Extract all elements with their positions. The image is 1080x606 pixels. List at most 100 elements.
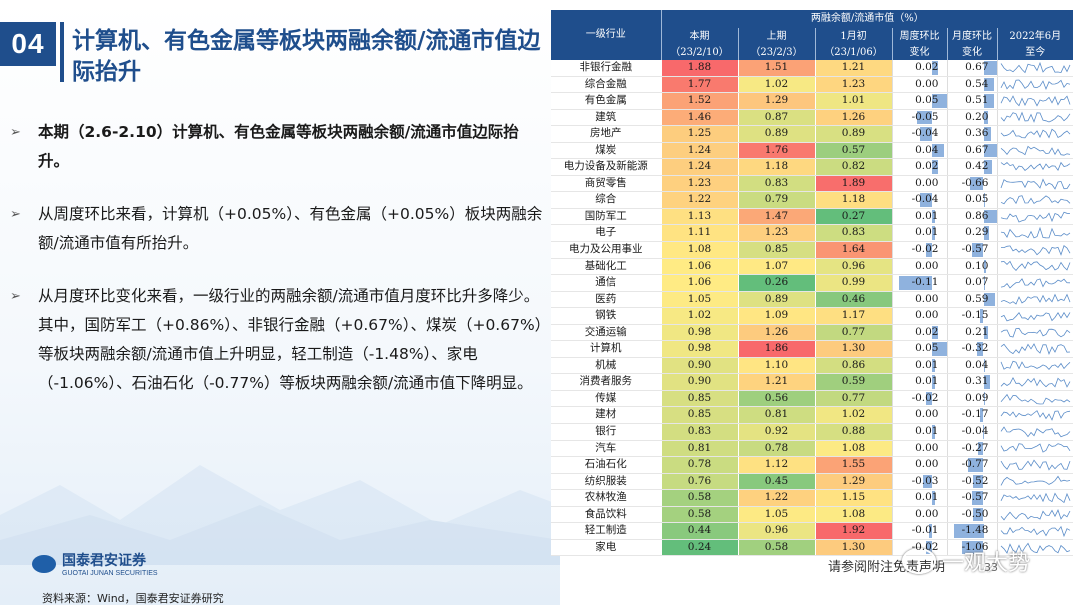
value-prev: 1.23: [737, 224, 815, 243]
value-jan: 1.17: [814, 307, 892, 325]
month-change-cell: 0.67: [946, 142, 997, 160]
data-bar: [983, 110, 988, 125]
value-cur: 0.90: [660, 357, 738, 375]
trend-sparkline: [996, 208, 1074, 226]
value-prev: 0.89: [737, 291, 815, 309]
company-logo: 国泰君安证券 GUOTAI JUNAN SECURITIES: [32, 550, 158, 577]
arrow-bullet-icon: ➢: [10, 125, 21, 140]
trend-sparkline: [996, 522, 1074, 540]
change-value: 0.51: [965, 94, 989, 107]
value-prev: 1.21: [737, 373, 815, 391]
value-prev: 1.12: [737, 456, 815, 474]
value-jan: 1.23: [814, 76, 892, 94]
data-bar: [932, 325, 939, 340]
trend-sparkline: [996, 489, 1074, 507]
sparkline-path: [1000, 211, 1070, 223]
page-title: 计算机、有色金属等板块两融余额/流通市值边际抬升: [72, 28, 541, 85]
value-prev: 1.29: [737, 92, 815, 110]
value-jan: 0.46: [814, 291, 892, 309]
trend-sparkline: [996, 191, 1074, 209]
change-value: -0.02: [911, 540, 939, 553]
value-prev: 0.79: [737, 191, 815, 209]
data-bar: [932, 226, 936, 241]
value-prev: 0.85: [737, 241, 815, 259]
change-value: -0.04: [961, 425, 989, 438]
week-change-cell: 0.01: [891, 224, 947, 243]
industry-name: 综合金融: [551, 76, 661, 94]
table-row: 计算机 0.98 1.86 1.30 0.05 -0.32: [551, 340, 1074, 358]
value-prev: 1.10: [737, 357, 815, 375]
change-value: -0.77: [961, 458, 989, 471]
month-change-cell: 0.05: [946, 191, 997, 209]
data-bar: [920, 127, 933, 141]
table-row: 电子 1.11 1.23 0.83 0.01 0.29: [551, 224, 1074, 243]
trend-sparkline: [996, 76, 1074, 94]
value-prev: 0.56: [737, 390, 815, 408]
table-row: 交通运输 0.98 1.26 0.77 0.02 0.21: [551, 324, 1074, 342]
value-jan: 0.99: [814, 274, 892, 292]
value-jan: 0.77: [814, 390, 892, 408]
value-jan: 0.77: [814, 324, 892, 342]
wechat-icon: [902, 548, 936, 574]
value-jan: 1.89: [814, 175, 892, 193]
data-bar: [983, 193, 985, 207]
value-jan: 1.55: [814, 456, 892, 474]
table-row: 房地产 1.25 0.89 0.89 -0.04 0.36: [551, 125, 1074, 143]
data-bar: [917, 110, 933, 125]
value-cur: 1.46: [660, 109, 738, 127]
data-bar: [932, 94, 947, 108]
industry-name: 建材: [551, 406, 661, 425]
trend-sparkline: [996, 224, 1074, 243]
table-row: 国防军工 1.13 1.47 0.27 0.01 0.86: [551, 208, 1074, 226]
trend-sparkline: [996, 539, 1074, 557]
value-cur: 1.88: [660, 60, 738, 77]
month-change-cell: -1.48: [946, 522, 997, 540]
trend-sparkline: [996, 158, 1074, 176]
trend-sparkline: [996, 109, 1074, 127]
change-value: 0.00: [915, 441, 939, 454]
value-cur: 1.08: [660, 241, 738, 259]
month-change-cell: 0.07: [946, 274, 997, 292]
table-row: 钢铁 1.02 1.09 1.17 0.00 -0.15: [551, 307, 1074, 325]
value-jan: 1.64: [814, 241, 892, 259]
table-row: 食品饮料 0.58 1.05 1.08 0.00 -0.50: [551, 506, 1074, 524]
data-bar: [982, 425, 984, 439]
change-value: 0.01: [915, 375, 939, 388]
data-bar: [953, 524, 984, 538]
data-bar: [983, 209, 997, 224]
table-row: 商贸零售 1.23 0.83 1.89 0.00 -0.66: [551, 175, 1074, 193]
data-bar: [983, 391, 986, 406]
week-change-cell: 0.01: [891, 357, 947, 375]
industry-name: 基础化工: [551, 258, 661, 276]
industry-name: 传媒: [551, 390, 661, 408]
change-value: 0.00: [915, 309, 939, 322]
data-bar: [932, 491, 936, 505]
change-value: -0.52: [961, 474, 989, 487]
change-value: -1.48: [961, 524, 989, 537]
industry-name: 有色金属: [551, 92, 661, 110]
value-cur: 1.02: [660, 307, 738, 325]
value-jan: 0.89: [814, 125, 892, 143]
week-change-cell: 0.01: [891, 489, 947, 507]
data-bar: [983, 276, 985, 290]
industry-name: 钢铁: [551, 307, 661, 325]
logo-name-en: GUOTAI JUNAN SECURITIES: [62, 570, 158, 577]
week-change-cell: 0.00: [891, 291, 947, 309]
table-row: 家电 0.24 0.58 1.30 -0.02 -1.06: [551, 539, 1074, 557]
data-bar: [972, 474, 984, 489]
value-cur: 0.98: [660, 324, 738, 342]
trend-sparkline: [996, 125, 1074, 143]
week-change-cell: -0.01: [891, 522, 947, 540]
sparkline-path: [1000, 61, 1070, 73]
industry-name: 建筑: [551, 109, 661, 127]
value-cur: 1.11: [660, 224, 738, 243]
value-jan: 0.86: [814, 357, 892, 375]
data-bar: [932, 143, 945, 158]
value-cur: 1.77: [660, 76, 738, 94]
week-change-cell: -0.02: [891, 241, 947, 259]
week-change-cell: 0.00: [891, 456, 947, 474]
industry-name: 交通运输: [551, 324, 661, 342]
data-bar: [983, 127, 991, 141]
industry-name: 电子: [551, 224, 661, 243]
industry-name: 食品饮料: [551, 506, 661, 524]
